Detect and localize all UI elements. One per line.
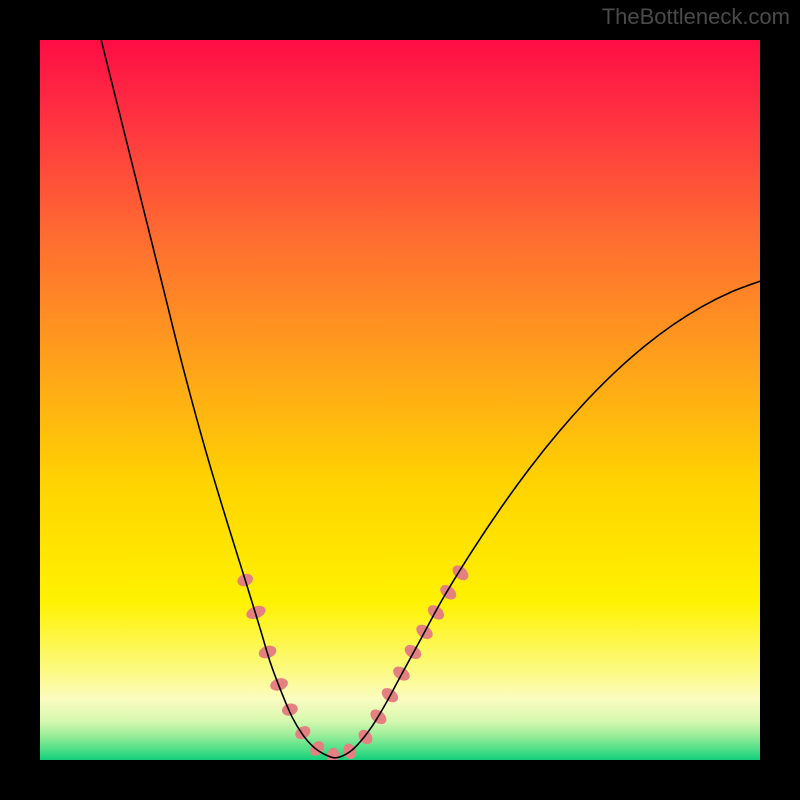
chart-container (0, 0, 800, 800)
stage: TheBottleneck.com (0, 0, 800, 800)
watermark-text: TheBottleneck.com (602, 4, 790, 30)
chart-svg (0, 0, 800, 800)
plot-background (40, 40, 760, 760)
